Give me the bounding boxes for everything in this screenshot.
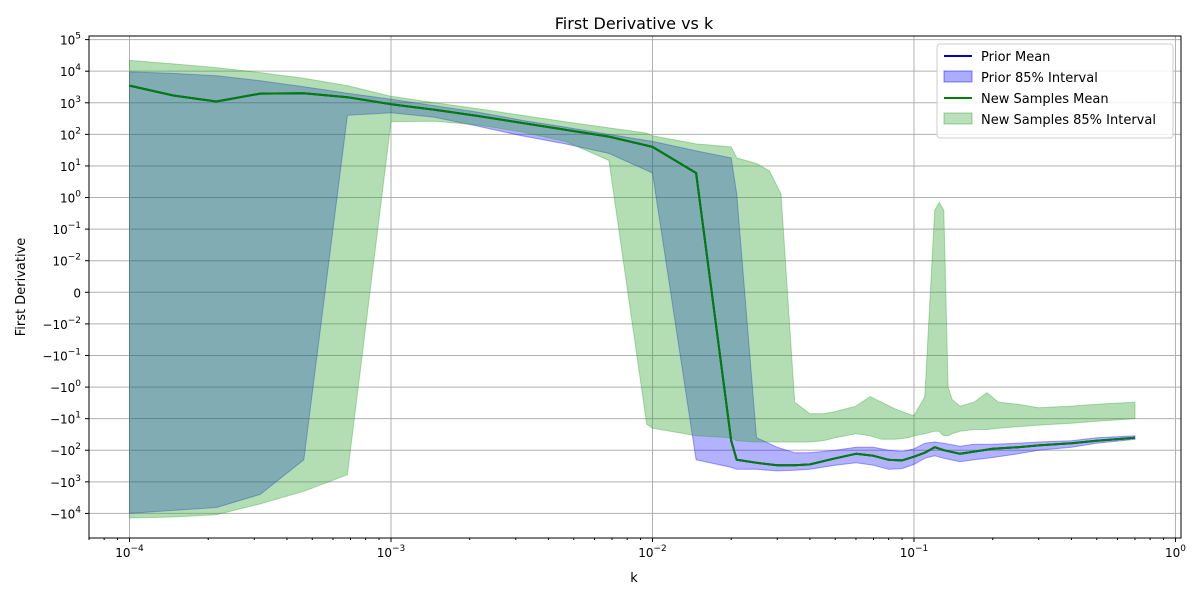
y-tick-exponent: 2 [75, 442, 81, 452]
y-axis-title: First Derivative [14, 238, 29, 337]
x-tick-label: 100 [1165, 544, 1186, 560]
plot-areas [129, 59, 1136, 519]
y-tick-exponent: 2 [75, 126, 81, 136]
grid [89, 36, 1181, 538]
y-tick-label: 101 [60, 158, 81, 174]
legend-label: New Samples Mean [981, 92, 1109, 107]
y-tick-label: −10−2 [42, 316, 81, 332]
x-tick-exponent: 0 [1180, 544, 1186, 554]
y-tick-base: −10 [50, 381, 75, 395]
legend-label: Prior 85% Interval [981, 71, 1098, 86]
legend-band-swatch [943, 112, 973, 125]
y-tick-base: 10 [60, 192, 75, 206]
y-tick-label: −104 [50, 505, 81, 521]
y-tick-exponent: 4 [75, 63, 81, 73]
y-tick-exponent: 1 [75, 158, 81, 168]
new-samples-interval-band [129, 59, 1136, 519]
plot-lines [129, 84, 1136, 467]
x-tick-base: 10 [377, 546, 392, 560]
plot-frame [88, 35, 1182, 539]
y-tick-exponent: −1 [68, 221, 81, 231]
y-tick-base: −10 [42, 318, 67, 332]
y-tick-base: 0 [73, 286, 81, 300]
y-tick-exponent: 0 [75, 190, 81, 200]
x-tick-exponent: −2 [653, 544, 666, 554]
x-tick-base: 10 [115, 546, 130, 560]
x-tick-base: 10 [1165, 546, 1180, 560]
x-tick-exponent: −4 [131, 544, 145, 554]
y-tick-base: −10 [50, 507, 75, 521]
y-tick-base: 10 [60, 65, 75, 79]
legend-label: New Samples 85% Interval [981, 113, 1156, 128]
legend-box [936, 43, 1174, 139]
x-axis: 10−4 10−3 10−2 10−1 100 [88, 538, 1186, 560]
y-tick-base: −10 [50, 413, 75, 427]
y-tick-exponent: 3 [75, 95, 81, 105]
y-tick-base: 10 [52, 223, 67, 237]
x-axis-title: k [630, 571, 638, 586]
x-tick-label: 10−2 [638, 544, 667, 560]
y-tick-label: 105 [60, 32, 81, 48]
y-tick-label: 10−1 [52, 221, 81, 237]
y-tick-exponent: −1 [68, 347, 81, 357]
legend: Prior Mean Prior 85% Interval New Samples … [936, 43, 1174, 139]
y-tick-label: −102 [50, 442, 81, 458]
legend-band-swatch [943, 70, 973, 83]
x-tick-exponent: −1 [915, 544, 928, 554]
x-tick-label: 10−1 [900, 544, 929, 560]
prior-interval-band [129, 71, 1136, 514]
x-tick-label: 10−3 [377, 544, 406, 560]
x-tick-exponent: −3 [392, 544, 405, 554]
y-tick-base: 10 [60, 34, 75, 48]
y-tick-label: −103 [50, 474, 81, 490]
y-tick-exponent: 0 [75, 379, 81, 389]
y-tick-exponent: −2 [68, 253, 81, 263]
y-tick-exponent: 3 [75, 474, 81, 484]
x-tick-base: 10 [638, 546, 653, 560]
y-tick-base: −10 [50, 476, 75, 490]
y-tick-exponent: 1 [75, 411, 81, 421]
y-tick-exponent: 5 [75, 32, 81, 42]
y-tick-exponent: 4 [75, 505, 81, 515]
y-axis: 10510410310210110010−110−20−10−2−10−1−10… [42, 32, 89, 521]
y-tick-label: 100 [60, 190, 81, 206]
y-tick-base: 10 [52, 255, 67, 269]
y-tick-base: 10 [60, 160, 75, 174]
y-tick-label: 10−2 [52, 253, 81, 269]
y-tick-label: 103 [60, 95, 81, 111]
y-tick-base: −10 [50, 444, 75, 458]
new-samples-mean-line [129, 84, 1136, 467]
y-tick-base: 10 [60, 97, 75, 111]
y-tick-label: −100 [50, 379, 81, 395]
y-tick-label: 104 [60, 63, 81, 79]
x-tick-base: 10 [900, 546, 915, 560]
y-tick-base: −10 [42, 349, 67, 363]
y-tick-label: 0 [73, 286, 81, 300]
y-tick-exponent: −2 [68, 316, 81, 326]
chart-title: First Derivative vs k [555, 14, 714, 33]
legend-label: Prior Mean [981, 50, 1050, 65]
y-tick-label: 102 [60, 126, 81, 142]
y-tick-base: 10 [60, 128, 75, 142]
y-tick-label: −10−1 [42, 347, 81, 363]
y-tick-label: −101 [50, 411, 81, 427]
x-tick-label: 10−4 [115, 544, 144, 560]
